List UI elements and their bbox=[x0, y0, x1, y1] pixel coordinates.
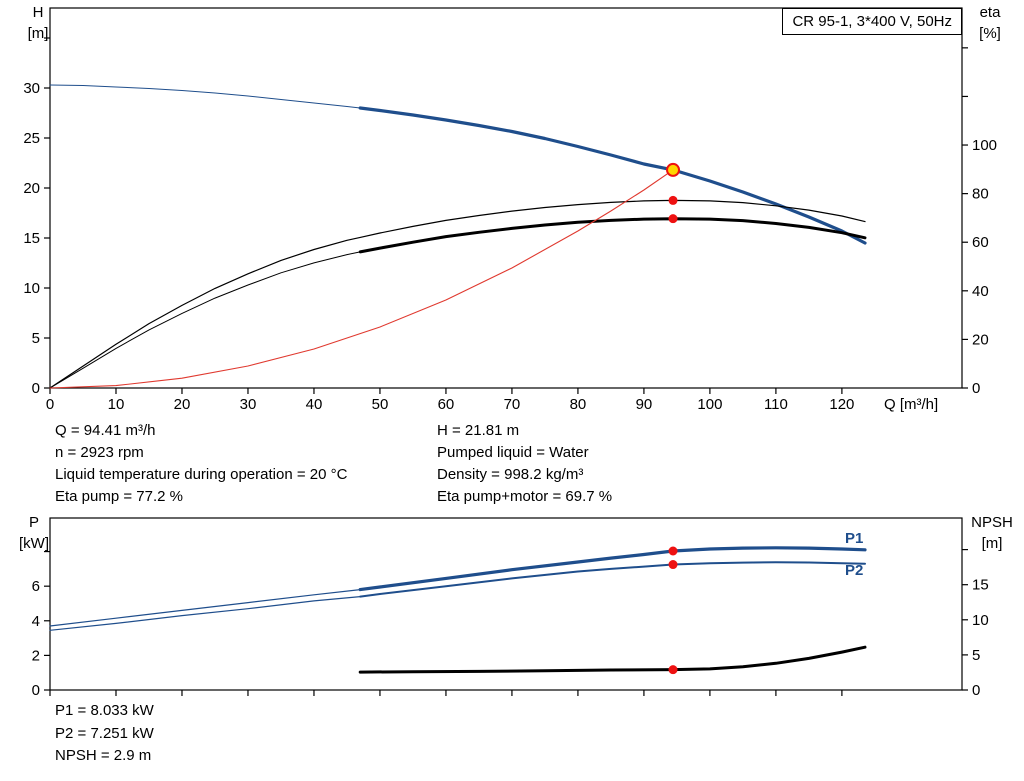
svg-text:100: 100 bbox=[972, 137, 997, 154]
power-series-P1 bbox=[49, 547, 866, 627]
qh-duty-point-marker bbox=[666, 162, 681, 177]
svg-text:20: 20 bbox=[174, 396, 191, 413]
info-line-head: H = 21.81 m bbox=[437, 422, 520, 439]
svg-text:5: 5 bbox=[972, 647, 980, 664]
svg-text:6: 6 bbox=[32, 578, 40, 595]
qh-marker-1 bbox=[668, 195, 678, 205]
info-line-temperature: Liquid temperature during operation = 20… bbox=[55, 466, 348, 483]
svg-text:20: 20 bbox=[23, 180, 40, 197]
qh-frame bbox=[49, 7, 963, 389]
svg-text:80: 80 bbox=[570, 396, 587, 413]
svg-text:50: 50 bbox=[372, 396, 389, 413]
qh-axes: 0 10 20 30 40 50 60 70 80 90 100 110 120 Q [m³/h]0510… bbox=[23, 37, 997, 413]
svg-text:70: 70 bbox=[504, 396, 521, 413]
npsh-axis-unit: [m] bbox=[981, 535, 1003, 552]
qh-series-eta_pump_motor-bold bbox=[358, 217, 867, 254]
qh-chart: 0 10 20 30 40 50 60 70 80 90 100 110 120 Q [m³/h]0510… bbox=[23, 7, 997, 413]
svg-text:5: 5 bbox=[32, 330, 40, 347]
svg-text:25: 25 bbox=[23, 130, 40, 147]
pump-model-title: CR 95-1, 3*400 V, 50Hz bbox=[782, 8, 962, 35]
info-line-p1: P1 = 8.033 kW bbox=[55, 702, 154, 719]
svg-text:60: 60 bbox=[438, 396, 455, 413]
svg-text:0: 0 bbox=[972, 682, 980, 699]
power-axes: 0 2 4 6 0 5 10 15 bbox=[32, 548, 989, 699]
qh-series-head-bold bbox=[358, 106, 867, 245]
npsh-axis-symbol: NPSH bbox=[971, 514, 1013, 531]
eta-axis-unit: [%] bbox=[979, 25, 1001, 42]
power-marker-0 bbox=[668, 546, 678, 556]
p1-curve-label: P1 bbox=[845, 530, 864, 547]
power-series-NPSH bbox=[358, 645, 867, 674]
info-line-npsh: NPSH = 2.9 m bbox=[55, 747, 152, 764]
h-axis-label: H [m] bbox=[16, 2, 60, 44]
svg-text:0: 0 bbox=[32, 682, 40, 699]
svg-text:80: 80 bbox=[972, 186, 989, 203]
qh-x-axis-unit-label: Q [m³/h] bbox=[884, 396, 938, 413]
power-series-P2 bbox=[49, 561, 866, 631]
power-marker-1 bbox=[668, 560, 678, 570]
svg-text:30: 30 bbox=[240, 396, 257, 413]
svg-text:120: 120 bbox=[829, 396, 854, 413]
svg-text:100: 100 bbox=[697, 396, 722, 413]
svg-text:60: 60 bbox=[972, 234, 989, 251]
qh-marker-2 bbox=[668, 214, 678, 224]
svg-text:4: 4 bbox=[32, 613, 40, 630]
svg-text:15: 15 bbox=[972, 577, 989, 594]
info-line-speed: n = 2923 rpm bbox=[55, 444, 144, 461]
svg-text:110: 110 bbox=[764, 396, 788, 413]
svg-text:90: 90 bbox=[636, 396, 653, 413]
info-line-liquid: Pumped liquid = Water bbox=[437, 444, 589, 461]
svg-text:0: 0 bbox=[32, 380, 40, 397]
operating-data-right: H = 21.81 m Pumped liquid = Water Densit… bbox=[437, 420, 612, 508]
svg-text:20: 20 bbox=[972, 331, 989, 348]
p-axis-label: P [kW] bbox=[10, 512, 58, 554]
svg-text:40: 40 bbox=[306, 396, 323, 413]
power-series-P1-bold bbox=[358, 546, 867, 592]
eta-axis-label: eta [%] bbox=[966, 2, 1014, 44]
power-data: P1 = 8.033 kW P2 = 7.251 kW NPSH = 2.9 m bbox=[55, 700, 154, 768]
power-chart: 0 2 4 6 0 5 10 15 bbox=[32, 517, 989, 699]
svg-text:10: 10 bbox=[108, 396, 125, 413]
svg-text:2: 2 bbox=[32, 647, 40, 664]
svg-text:15: 15 bbox=[23, 230, 40, 247]
svg-text:10: 10 bbox=[23, 280, 40, 297]
h-axis-symbol: H bbox=[32, 4, 44, 21]
info-line-density: Density = 998.2 kg/m³ bbox=[437, 466, 584, 483]
info-line-q: Q = 94.41 m³/h bbox=[55, 422, 156, 439]
svg-text:0: 0 bbox=[46, 396, 54, 413]
qh-series-system bbox=[49, 169, 674, 389]
npsh-axis-label: NPSH [m] bbox=[962, 512, 1022, 554]
qh-series-eta_pump bbox=[49, 199, 866, 389]
p-axis-unit: [kW] bbox=[19, 535, 49, 552]
h-axis-unit: [m] bbox=[27, 25, 49, 42]
operating-data-left: Q = 94.41 m³/h n = 2923 rpm Liquid tempe… bbox=[55, 420, 347, 508]
eta-axis-symbol: eta bbox=[979, 4, 1001, 21]
svg-text:0: 0 bbox=[972, 380, 980, 397]
info-line-p2: P2 = 7.251 kW bbox=[55, 724, 154, 742]
qh-series-eta_pump_motor bbox=[49, 218, 866, 389]
power-frame bbox=[49, 517, 963, 691]
power-series-P2-bold bbox=[359, 561, 866, 598]
svg-text:10: 10 bbox=[972, 612, 989, 629]
info-line-eta-pump: Eta pump = 77.2 % bbox=[55, 488, 183, 505]
p2-curve-label: P2 bbox=[845, 562, 864, 579]
info-line-eta-total: Eta pump+motor = 69.7 % bbox=[437, 488, 613, 505]
p-axis-symbol: P bbox=[28, 514, 39, 531]
svg-text:40: 40 bbox=[972, 283, 989, 300]
power-marker-2 bbox=[668, 665, 678, 675]
svg-text:30: 30 bbox=[23, 80, 40, 97]
